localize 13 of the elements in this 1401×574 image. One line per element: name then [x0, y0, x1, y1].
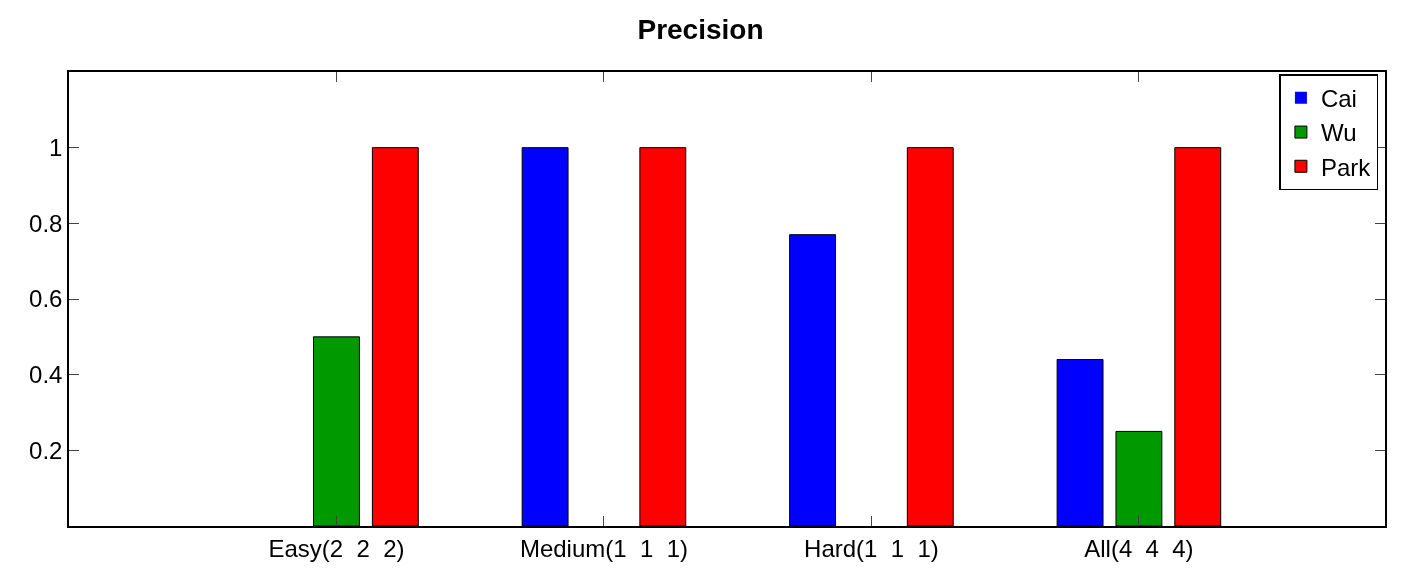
legend-label: Park [1320, 153, 1372, 181]
x-tick-label: Medium(1 1 1) [519, 534, 688, 562]
x-tick-label: Hard(1 1 1) [804, 534, 939, 562]
y-tick-label: 0.2 [29, 436, 63, 464]
x-tick-label: Easy(2 2 2) [268, 534, 405, 562]
y-tick-label: 0.8 [29, 209, 63, 237]
legend-label: Wu [1320, 119, 1357, 147]
chart-title: Precision [637, 13, 764, 45]
y-tick-label: 1 [49, 134, 63, 162]
legend-label: Cai [1320, 85, 1357, 113]
y-tick-label: 0.6 [29, 285, 63, 313]
y-tick-label: 0.4 [29, 361, 63, 389]
x-tick-label: All(4 4 4) [1084, 534, 1194, 562]
